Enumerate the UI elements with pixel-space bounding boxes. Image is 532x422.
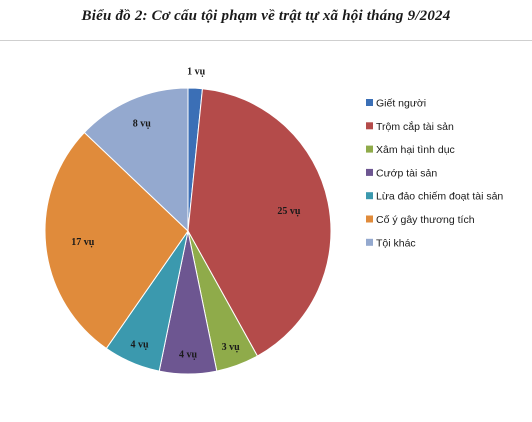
data-label-1: 1 vụ	[187, 67, 206, 78]
legend-swatch-3	[366, 145, 373, 153]
chart-title: Biểu đồ 2: Cơ cấu tội phạm về trật tự xã…	[81, 8, 451, 24]
legend-swatch-7	[366, 238, 373, 246]
chart-frame	[0, 40, 532, 422]
legend-label-2: Trộm cắp tài sản	[376, 120, 454, 133]
pie-slice-2	[187, 88, 332, 357]
legend-swatch-6	[366, 215, 373, 223]
legend-swatch-4	[366, 168, 373, 176]
legend-label-4: Cướp tài sản	[376, 167, 437, 179]
legend: Giết người Trộm cắp tài sản Xâm hại tình d…	[366, 98, 503, 249]
data-label-6: 17 vụ	[71, 237, 95, 248]
pie-slices	[44, 87, 332, 375]
legend-swatch-5	[366, 192, 373, 200]
data-label-2: 25 vụ	[277, 206, 301, 217]
legend-label-6: Cố ý gây thương tích	[376, 214, 475, 226]
legend-swatch-1	[366, 99, 373, 106]
legend-swatch-2	[366, 122, 373, 130]
data-label-5: 4 vụ	[130, 340, 149, 351]
legend-label-5: Lừa đảo chiếm đoạt tài sản	[376, 191, 503, 203]
legend-label-1: Giết người	[376, 98, 426, 110]
data-label-4: 4 vụ	[179, 349, 198, 360]
data-label-7: 8 vụ	[133, 119, 152, 130]
pie-slice-6	[44, 131, 189, 350]
legend-label-7: Tội khác	[376, 237, 416, 249]
data-label-3: 3 vụ	[222, 342, 241, 353]
pie-slice-7	[83, 87, 189, 233]
slice-labels: 1 vụ 25 vụ 3 vụ 4 vụ 4 vụ 17 vụ 8 vụ	[71, 67, 301, 361]
legend-label-3: Xâm hại tình dục	[376, 144, 455, 156]
